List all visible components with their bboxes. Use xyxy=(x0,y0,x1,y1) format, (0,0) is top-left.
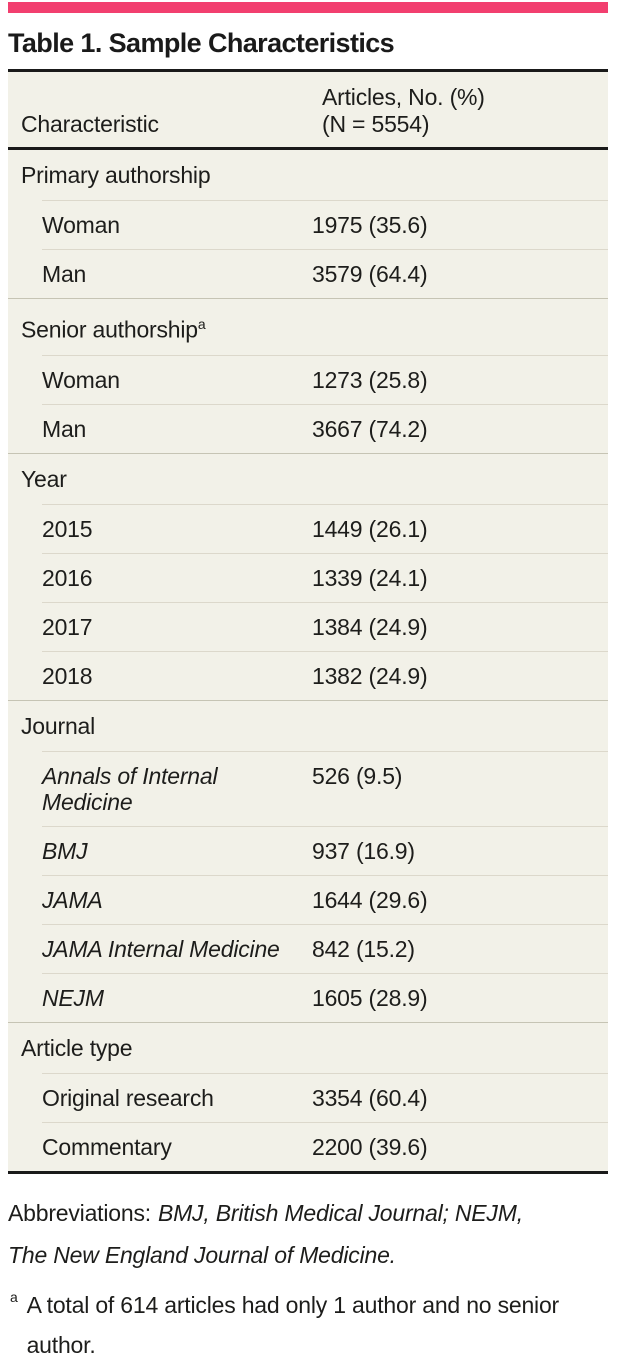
row-value: 526 (9.5) xyxy=(312,762,403,789)
table-row-nejm: NEJM 1605 (28.9) xyxy=(42,972,608,1022)
table-row-2017: 2017 1384 (24.9) xyxy=(42,601,608,651)
table-row-primary-man: Man 3579 (64.4) xyxy=(42,249,608,298)
row-value: 1384 (24.9) xyxy=(312,613,428,640)
table-row-original-research: Original research 3354 (60.4) xyxy=(42,1072,608,1122)
table-row-commentary: Commentary 2200 (39.6) xyxy=(42,1121,608,1171)
table-footnotes: Abbreviations: BMJ, British Medical Journ… xyxy=(8,1192,560,1365)
footnote-marker-a: a xyxy=(197,316,206,332)
group-label: Journal xyxy=(21,712,96,739)
table-row-2018: 2018 1382 (24.9) xyxy=(42,650,608,700)
row-label: 2016 xyxy=(42,564,93,591)
table-title: Table 1. Sample Characteristics xyxy=(8,28,395,58)
row-value: 3667 (74.2) xyxy=(312,415,428,442)
table-body: Primary authorship Woman 1975 (35.6) Man… xyxy=(8,150,608,1171)
table-row-senior-woman: Woman 1273 (25.8) xyxy=(42,354,608,404)
row-value: 937 (16.9) xyxy=(312,837,415,864)
row-value: 1339 (24.1) xyxy=(312,564,428,591)
row-value: 1975 (35.6) xyxy=(312,212,428,238)
table-row-jama-internal-medicine: JAMA Internal Medicine 842 (15.2) xyxy=(42,923,608,973)
group-label: Article type xyxy=(21,1034,133,1061)
table-row-senior-man: Man 3667 (74.2) xyxy=(42,403,608,453)
row-label: Commentary xyxy=(42,1133,172,1160)
row-label: JAMA xyxy=(42,886,103,913)
table-row-annals: Annals of Internal Medicine 526 (9.5) xyxy=(42,750,608,826)
row-label: Woman xyxy=(42,212,120,238)
accent-bar xyxy=(8,2,608,13)
footnote-a-text: A total of 614 articles had only 1 autho… xyxy=(26,1291,560,1358)
row-value: 3354 (60.4) xyxy=(312,1084,428,1111)
row-label: 2015 xyxy=(42,515,93,542)
group-row-senior-authorship: Senior authorshipa xyxy=(8,298,608,355)
table-row-2016: 2016 1339 (24.1) xyxy=(42,552,608,602)
row-value: 1273 (25.8) xyxy=(312,366,428,393)
row-value: 1449 (26.1) xyxy=(312,515,428,542)
table-row-2015: 2015 1449 (26.1) xyxy=(42,503,608,553)
column-header-characteristic: Characteristic xyxy=(21,111,159,137)
row-value: 842 (15.2) xyxy=(312,935,415,962)
column-header-articles-line2: (N = 5554) xyxy=(322,111,430,137)
footnote-a-marker: a xyxy=(10,1288,18,1305)
table-row-primary-woman: Woman 1975 (35.6) xyxy=(42,200,608,249)
column-header-articles: Articles, No. (%) (N = 5554) xyxy=(322,84,485,138)
row-label: 2018 xyxy=(42,662,93,689)
group-label: Senior authorship xyxy=(21,316,198,343)
group-row-year: Year xyxy=(8,452,608,504)
footnote-a: a A total of 614 articles had only 1 auth… xyxy=(8,1285,560,1365)
group-label: Primary authorship xyxy=(21,162,211,188)
abbreviations-note: Abbreviations: BMJ, British Medical Journ… xyxy=(8,1192,560,1276)
table-row-jama: JAMA 1644 (29.6) xyxy=(42,874,608,924)
abbreviations-label: Abbreviations: xyxy=(8,1199,151,1226)
row-value: 1605 (28.9) xyxy=(312,984,428,1011)
table-row-bmj: BMJ 937 (16.9) xyxy=(42,825,608,875)
table-header-row: Characteristic Articles, No. (%) (N = 55… xyxy=(8,72,608,150)
group-row-journal: Journal xyxy=(8,699,608,751)
group-label: Year xyxy=(21,465,67,492)
row-label: BMJ xyxy=(42,837,88,864)
row-label: Original research xyxy=(42,1084,214,1111)
row-value: 3579 (64.4) xyxy=(312,261,428,287)
sample-characteristics-table: Characteristic Articles, No. (%) (N = 55… xyxy=(8,69,608,1174)
abbreviations-text: BMJ, British Medical Journal; NEJM, The … xyxy=(8,1199,523,1268)
row-label: Annals of Internal Medicine xyxy=(42,762,218,815)
column-header-articles-line1: Articles, No. (%) xyxy=(322,84,485,110)
row-value: 2200 (39.6) xyxy=(312,1133,428,1160)
group-row-primary-authorship: Primary authorship xyxy=(8,150,608,200)
row-value: 1382 (24.9) xyxy=(312,662,428,689)
row-label: Man xyxy=(42,415,87,442)
row-label: 2017 xyxy=(42,613,93,640)
group-row-article-type: Article type xyxy=(8,1021,608,1073)
row-label: Man xyxy=(42,261,87,287)
row-label: Woman xyxy=(42,366,120,393)
row-value: 1644 (29.6) xyxy=(312,886,428,913)
row-label: JAMA Internal Medicine xyxy=(42,935,280,962)
row-label: NEJM xyxy=(42,984,104,1011)
